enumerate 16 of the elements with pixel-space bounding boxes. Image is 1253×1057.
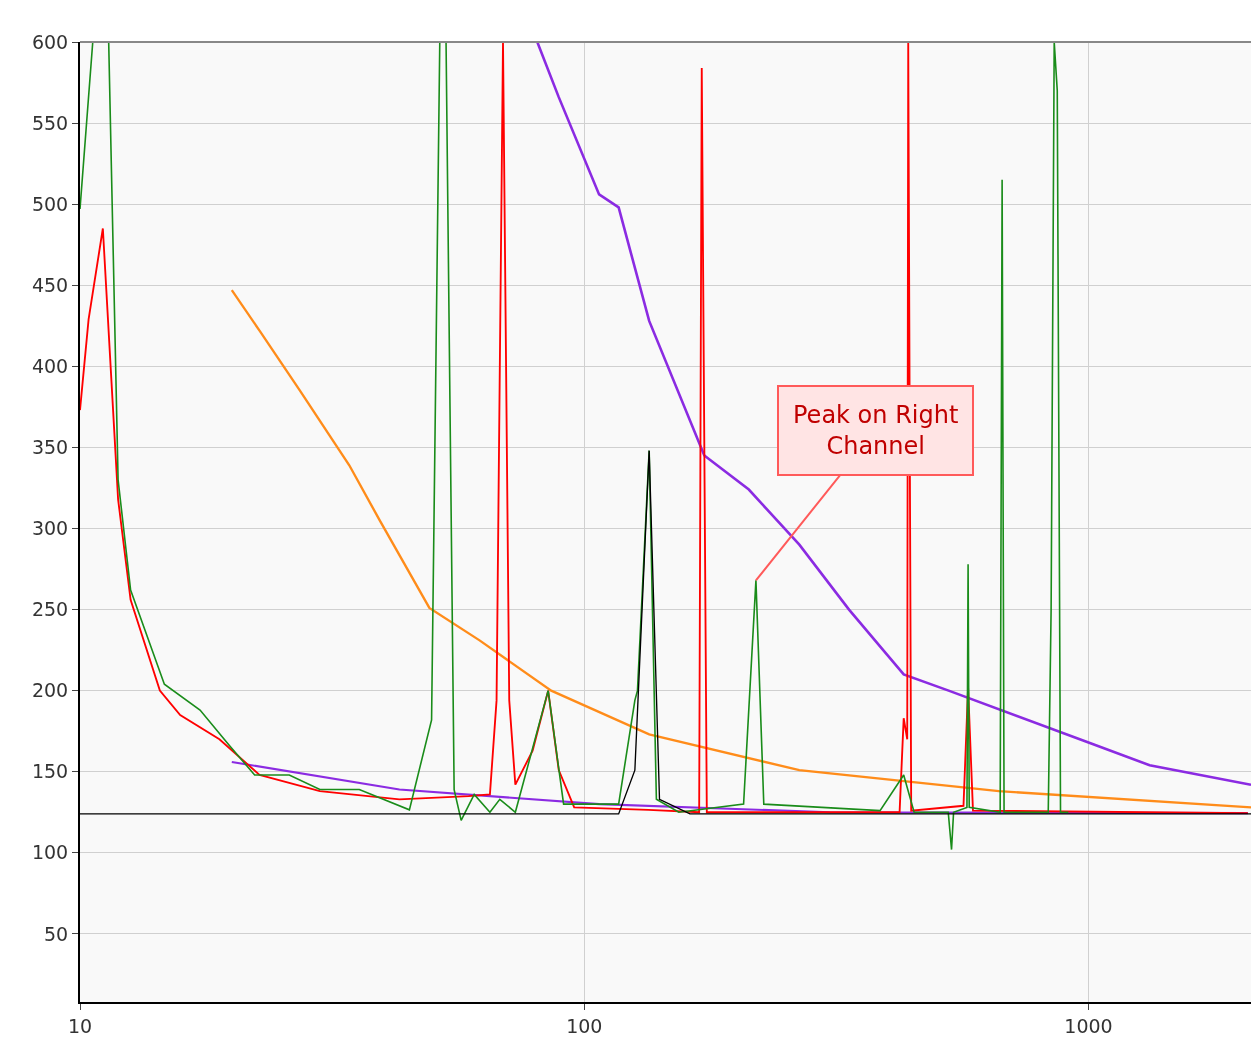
y-tick-label: 450 [31, 273, 69, 296]
x-tick-label: 10 [67, 1014, 93, 1037]
y-tick-label: 350 [31, 436, 69, 459]
y-tick-label: 550 [31, 111, 69, 134]
x-tick-label: 100 [566, 1014, 603, 1037]
y-tick-label: 500 [31, 192, 69, 215]
y-tick-label: 400 [31, 354, 69, 377]
annotation: Peak on Right Channel [793, 401, 959, 461]
y-tick-label: 300 [31, 517, 69, 540]
y-tick-label: 200 [31, 679, 69, 702]
y-tick-label: 50 [44, 922, 69, 945]
x-tick-label: 1000 [1064, 1014, 1113, 1037]
y-tick-label: 150 [31, 760, 69, 783]
y-tick-label: 600 [31, 30, 69, 53]
y-tick-label: 250 [31, 598, 69, 621]
y-tick-label: 100 [31, 841, 69, 864]
